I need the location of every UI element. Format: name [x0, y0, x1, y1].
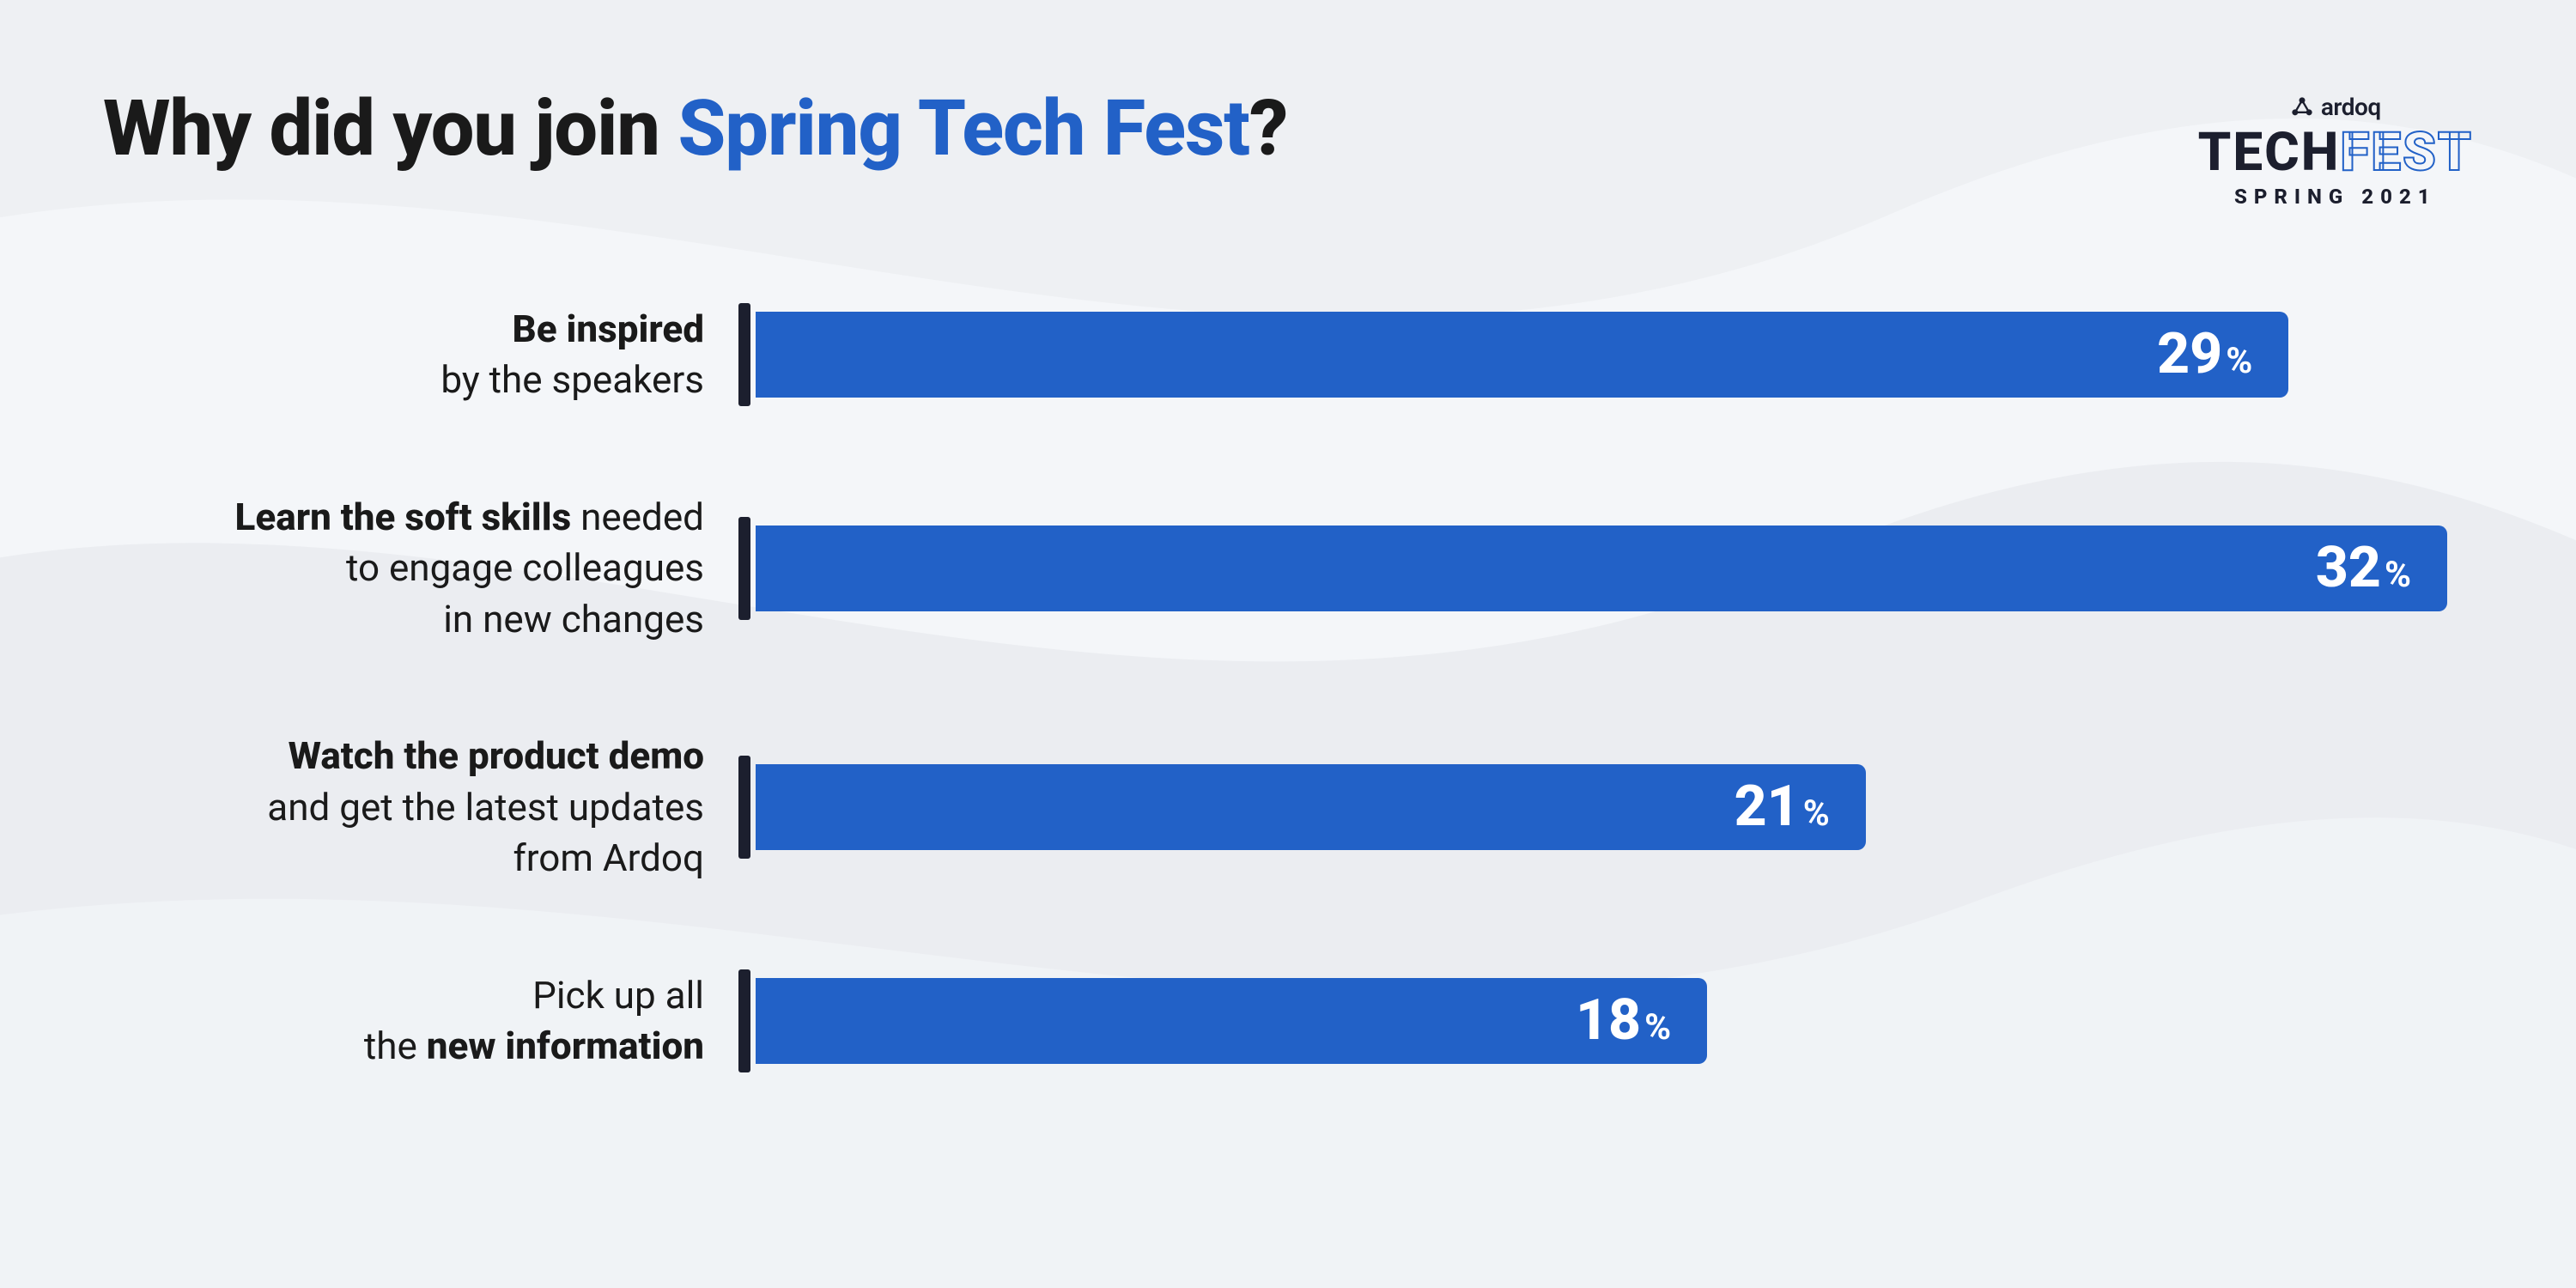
bar-label: Pick up all the new information [103, 970, 738, 1072]
bar-chart: Be inspired by the speakers 29% Learn th… [103, 303, 2473, 1072]
bar: 21% [756, 764, 1866, 850]
bar: 32% [756, 526, 2447, 611]
logo-block: ardoq TECHFEST SPRING 2021 [2198, 86, 2473, 209]
ardoq-icon [2290, 95, 2314, 119]
page-title: Why did you join Spring Tech Fest? [103, 86, 1287, 171]
axis-tick [738, 303, 750, 406]
bar-area: 29% [738, 303, 2473, 406]
header: Why did you join Spring Tech Fest? ardoq… [103, 86, 2473, 209]
title-part3: ? [1249, 83, 1287, 173]
title-part1: Why did you join [103, 83, 677, 173]
chart-row: Be inspired by the speakers 29% [103, 303, 2473, 406]
chart-row: Watch the product demo and get the lates… [103, 731, 2473, 884]
bar-label: Be inspired by the speakers [103, 304, 738, 406]
axis-tick [738, 756, 750, 859]
techfest-logo: TECHFEST [2198, 126, 2473, 179]
ardoq-brand-text: ardoq [2321, 93, 2381, 121]
bar: 18% [756, 978, 1707, 1064]
bar: 29% [756, 312, 2288, 398]
techfest-fest: FEST [2340, 121, 2473, 184]
bar-value: 32% [2316, 540, 2411, 597]
chart-row: Learn the soft skills needed to engage c… [103, 492, 2473, 645]
bar-value: 21% [1735, 779, 1830, 835]
axis-tick [738, 969, 750, 1072]
bar-value: 18% [1576, 993, 1671, 1049]
axis-tick [738, 517, 750, 620]
techfest-year: SPRING 2021 [2198, 185, 2473, 209]
ardoq-logo: ardoq [2198, 93, 2473, 121]
bar-area: 21% [738, 756, 2473, 859]
bar-area: 32% [738, 517, 2473, 620]
chart-row: Pick up all the new information 18% [103, 969, 2473, 1072]
techfest-tech: TECH [2198, 121, 2341, 184]
title-part2: Spring Tech Fest [677, 83, 1249, 173]
bar-label: Watch the product demo and get the lates… [103, 731, 738, 884]
bar-area: 18% [738, 969, 2473, 1072]
bar-value: 29% [2157, 326, 2252, 383]
bar-label: Learn the soft skills needed to engage c… [103, 492, 738, 645]
